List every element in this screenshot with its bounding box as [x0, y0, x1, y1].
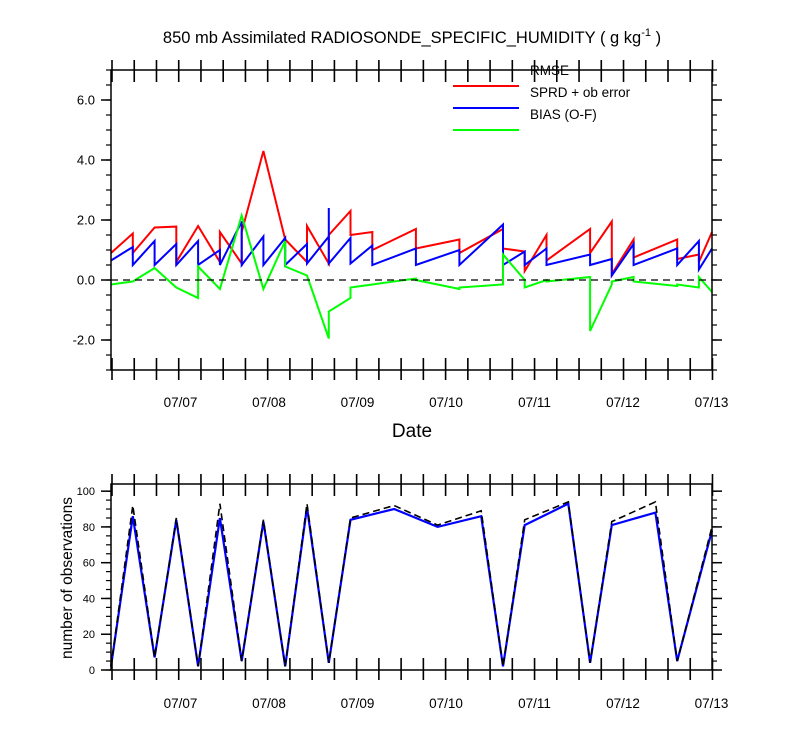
top-x-tick-labels: 07/07 07/08 07/09 07/10 07/11 07/12 07/13	[164, 395, 729, 410]
top-series-layer	[110, 150, 713, 339]
x-tick-label: 07/08	[252, 696, 286, 711]
top-ticks	[101, 60, 722, 380]
x-tick-label: 07/11	[518, 395, 551, 410]
top-plot-frame	[110, 69, 713, 371]
y-tick-label: 100	[77, 486, 95, 498]
title-main: 850 mb Assimilated RADIOSONDE_SPECIFIC_H…	[163, 29, 641, 47]
title-superscript: -1	[641, 27, 651, 39]
legend-label: BIAS (O-F)	[530, 107, 597, 122]
y-axis-label: number of observations	[59, 497, 76, 659]
x-tick-label: 07/08	[252, 395, 286, 410]
x-tick-label: 07/11	[518, 696, 551, 711]
x-tick-label: 07/13	[695, 696, 729, 711]
x-tick-label: 07/13	[695, 395, 729, 410]
y-tick-label: 40	[83, 593, 95, 605]
y-tick-label: 0	[89, 665, 95, 677]
y-tick-label: 20	[83, 629, 95, 641]
legend: RMSE SPRD + ob error BIAS (O-F)	[453, 63, 631, 131]
bottom-series-layer	[109, 500, 714, 667]
bottom-ticks	[101, 474, 722, 680]
y-tick-label: 2.0	[77, 213, 95, 228]
top-chart: -2.00.02.04.06.0 07/07 07/08 07/09 07/10 07/…	[73, 60, 729, 410]
x-tick-label: 07/09	[341, 696, 375, 711]
bottom-plot-frame	[110, 483, 713, 671]
series-line-rmse	[110, 150, 713, 278]
y-tick-label: -2.0	[73, 333, 95, 348]
y-tick-label: 80	[83, 522, 95, 534]
title-end: )	[651, 29, 661, 47]
x-axis-label: Date	[392, 421, 432, 442]
y-tick-label: 6.0	[77, 93, 95, 108]
series-line-bias-o-f	[110, 211, 713, 339]
x-tick-label: 07/10	[429, 696, 463, 711]
legend-label: RMSE	[530, 63, 569, 78]
x-tick-label: 07/07	[164, 696, 198, 711]
y-tick-label: 0.0	[77, 273, 95, 288]
chart-title: 850 mb Assimilated RADIOSONDE_SPECIFIC_H…	[163, 27, 661, 47]
series-line-possible-observations	[110, 500, 713, 667]
x-tick-label: 07/12	[606, 696, 640, 711]
x-tick-label: 07/10	[429, 395, 463, 410]
x-tick-label: 07/12	[606, 395, 640, 410]
legend-label: SPRD + ob error	[530, 85, 631, 100]
x-tick-label: 07/07	[164, 395, 198, 410]
y-tick-label: 60	[83, 558, 95, 570]
series-line-sprd-ob-error	[110, 208, 713, 279]
y-tick-label: 4.0	[77, 153, 95, 168]
bottom-x-tick-labels: 07/07 07/08 07/09 07/10 07/11 07/12 07/13	[164, 696, 729, 711]
bottom-y-tick-labels: 0 20 40 60 80 100	[77, 486, 95, 677]
x-tick-label: 07/09	[341, 395, 375, 410]
top-y-tick-labels: -2.0 0.0 2.0 4.0 6.0	[73, 93, 95, 348]
